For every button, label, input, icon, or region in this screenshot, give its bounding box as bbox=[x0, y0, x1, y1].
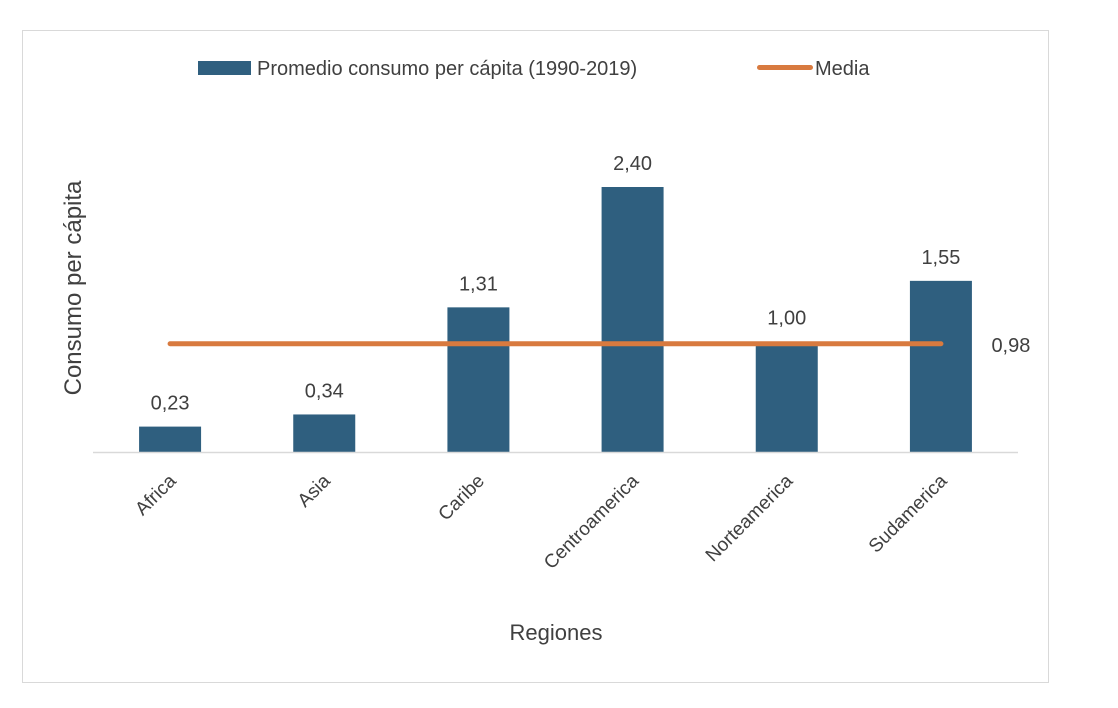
bar-asia bbox=[293, 414, 356, 452]
data-label: 1,00 bbox=[767, 308, 806, 330]
legend-line-label: Media bbox=[815, 58, 870, 80]
data-label: 0,34 bbox=[305, 380, 344, 402]
x-axis-title: Regiones bbox=[510, 620, 603, 645]
data-label: 1,31 bbox=[459, 273, 498, 295]
data-label: 0,23 bbox=[151, 393, 190, 415]
y-axis-title: Consumo per cápita bbox=[60, 180, 87, 395]
legend-bar-label: Promedio consumo per cápita (1990-2019) bbox=[257, 58, 637, 80]
data-label: 1,55 bbox=[921, 247, 960, 269]
data-label: 2,40 bbox=[613, 153, 652, 175]
chart-border bbox=[22, 30, 1049, 683]
bar-norteamerica bbox=[755, 341, 818, 452]
bar-africa bbox=[139, 426, 202, 452]
legend: Promedio consumo per cápita (1990-2019) … bbox=[198, 58, 870, 80]
legend-bar-swatch bbox=[198, 61, 251, 75]
bar-caribe bbox=[447, 307, 510, 452]
bar-sudamerica bbox=[909, 280, 972, 452]
bar-centroamerica bbox=[601, 187, 664, 452]
media-label: 0,98 bbox=[991, 335, 1030, 357]
legend-line-swatch bbox=[757, 65, 813, 70]
